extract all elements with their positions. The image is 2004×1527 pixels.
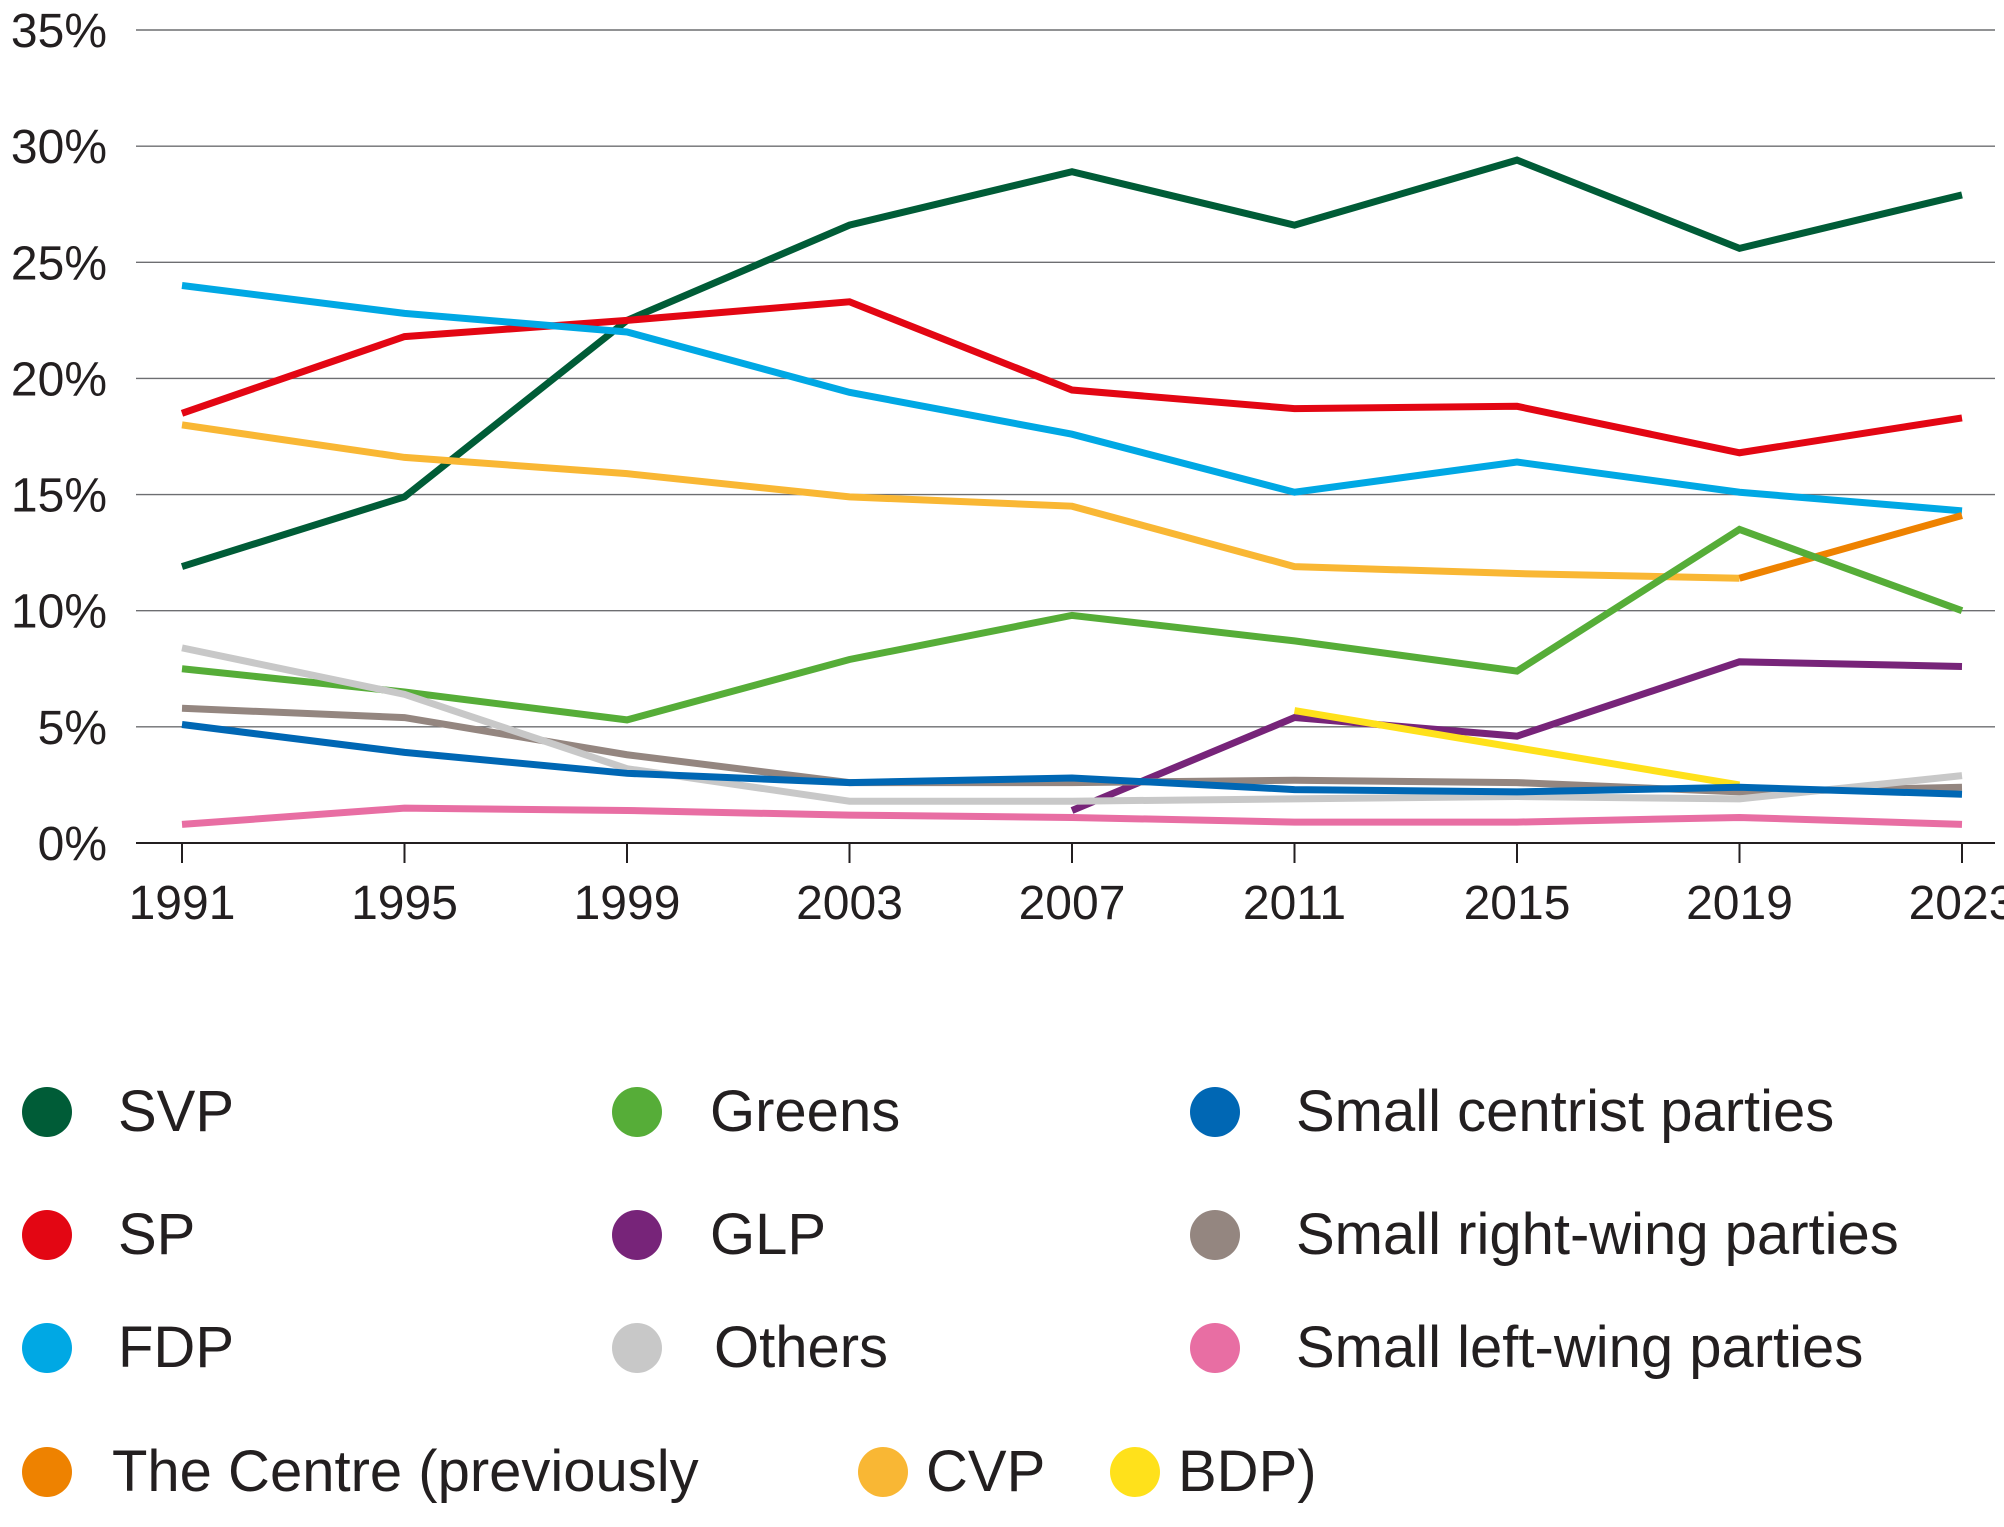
series-line-the-centre-previously [1738,512,1963,582]
y-tick-label: 20% [11,353,107,406]
x-tick-label: 2019 [1686,877,1793,930]
series-line-fdp [181,282,1963,515]
y-tick-label: 15% [11,470,107,523]
series-line-others [181,644,1963,805]
x-tick-label: 2023 [1909,877,2004,930]
series-line-small-centrist-parties [181,721,1963,798]
y-axis: 0% 5% 10% 15% 20% 25% 30% 35% [11,5,107,871]
x-axis: 1991 1995 1999 2003 2007 2011 2015 2019 2023 [129,843,2004,930]
series-line-svp [180,156,1963,570]
x-tick-label: 1999 [574,877,681,930]
y-tick-label: 30% [11,121,107,174]
x-tick-label: 1995 [351,877,458,930]
x-tick-label: 1991 [129,877,236,930]
series-line-sp [180,298,1963,457]
x-tick-label: 2007 [1019,877,1126,930]
y-tick-label: 0% [38,818,107,871]
series-line-cvp [181,421,1740,582]
series-line-greens [181,525,1964,724]
series-lines [180,156,1964,828]
y-tick-label: 25% [11,237,107,290]
series-line-glp [1070,658,1963,814]
y-tick-label: 10% [11,586,107,639]
x-tick-label: 2011 [1243,877,1346,930]
y-tick-label: 35% [11,5,107,58]
x-tick-label: 2003 [796,877,903,930]
series-line-bdp [1293,707,1741,789]
x-tick-label: 2015 [1464,877,1571,930]
y-tick-label: 5% [38,702,107,755]
series-line-small-left-wing-parties [181,804,1963,828]
